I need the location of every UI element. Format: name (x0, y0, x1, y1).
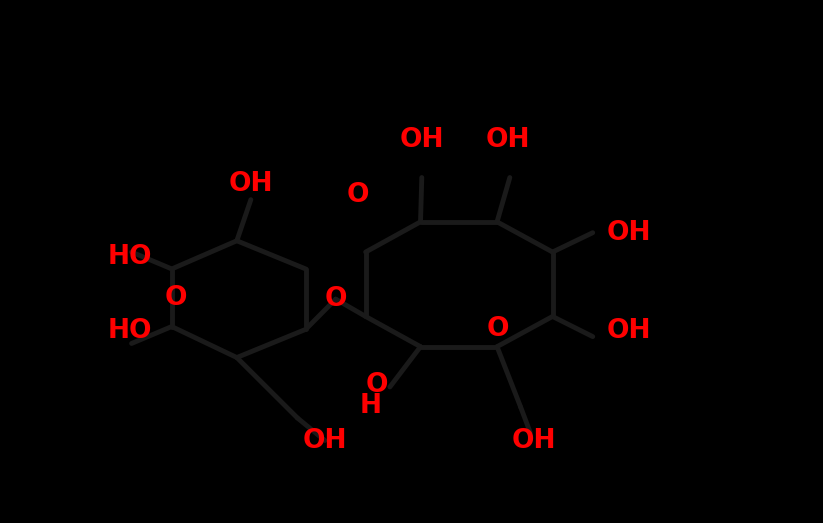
Text: OH: OH (303, 428, 347, 454)
Text: OH: OH (511, 427, 556, 453)
Text: OH: OH (607, 319, 651, 344)
Text: HO: HO (108, 319, 152, 344)
Text: OH: OH (229, 170, 273, 197)
Text: OH: OH (607, 220, 651, 246)
Text: O: O (346, 182, 370, 208)
Text: O: O (487, 315, 509, 342)
Text: OH: OH (486, 127, 530, 153)
Text: O: O (165, 286, 188, 311)
Text: O: O (366, 372, 388, 398)
Text: H: H (360, 393, 382, 419)
Text: HO: HO (108, 244, 152, 270)
Text: O: O (324, 286, 347, 312)
Text: OH: OH (399, 127, 444, 153)
